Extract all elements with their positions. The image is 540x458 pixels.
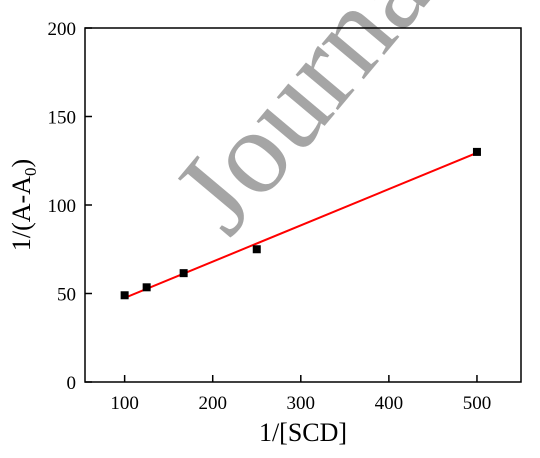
data-point <box>142 283 151 292</box>
data-point <box>472 147 481 156</box>
x-tick-label: 200 <box>198 393 227 414</box>
x-axis-label: 1/[SCD] <box>259 418 347 447</box>
y-tick-label: 0 <box>67 373 77 394</box>
y-tick-label: 100 <box>48 196 77 217</box>
y-axis-label: 1/(A-A0) <box>7 159 40 251</box>
axis-ticks: 100 200 300 400 500 0 50 100 150 200 <box>48 19 492 414</box>
x-tick-label: 100 <box>110 393 139 414</box>
watermark: Journal <box>147 0 476 256</box>
data-point <box>120 291 129 300</box>
y-axis-label-close: ) <box>7 159 36 168</box>
y-tick-label: 200 <box>48 19 77 40</box>
data-points <box>120 147 481 300</box>
x-tick-label: 300 <box>287 393 316 414</box>
y-tick-label: 150 <box>48 108 77 129</box>
data-point <box>179 269 188 278</box>
y-tick-label: 50 <box>57 285 76 306</box>
y-axis-label-subscript: 0 <box>21 168 40 177</box>
x-tick-label: 500 <box>463 393 492 414</box>
y-axis-label-main: 1/(A-A <box>7 176 36 251</box>
x-tick-label: 400 <box>375 393 404 414</box>
data-point <box>252 245 261 254</box>
